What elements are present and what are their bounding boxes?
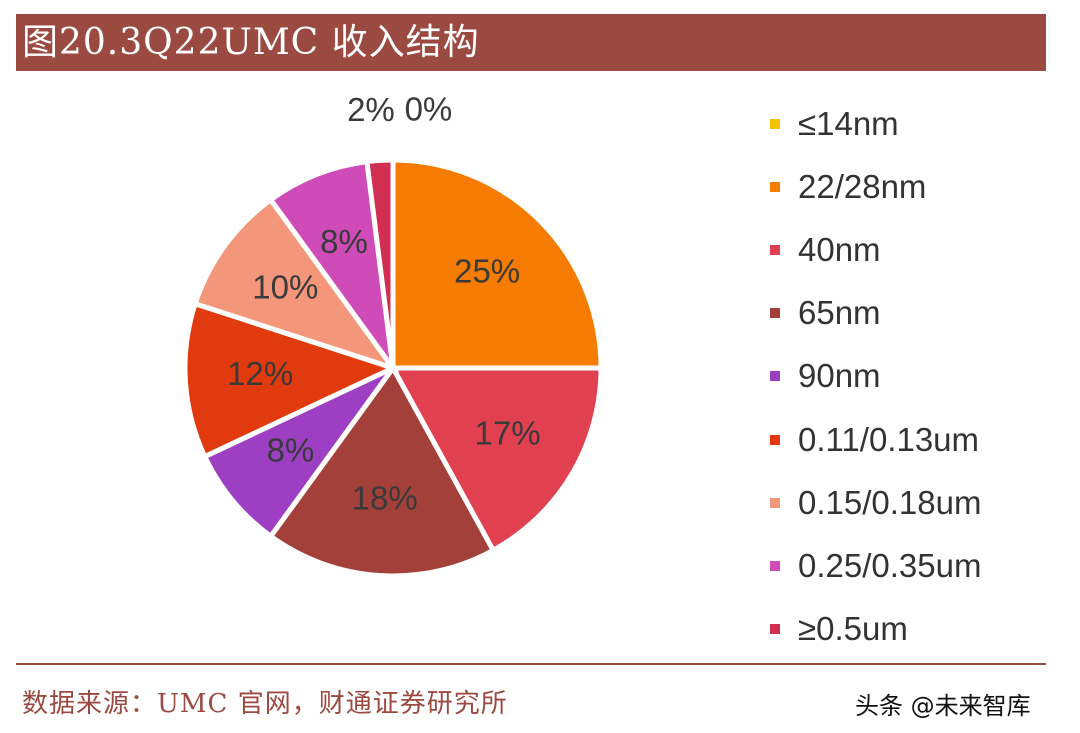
legend-item-90nm: 90nm	[770, 345, 981, 408]
legend-label: 40nm	[798, 230, 881, 268]
data-label-90nm: 8%	[267, 432, 315, 469]
pie-slice-0-5um	[364, 157, 396, 369]
legend-swatch	[770, 624, 780, 635]
pie-slice-22-28nm	[390, 157, 604, 371]
legend-label: ≤14nm	[798, 104, 899, 142]
data-label-22-28nm: 25%	[454, 253, 520, 290]
footer-divider	[16, 663, 1046, 665]
legend-swatch	[770, 497, 780, 508]
legend-item-0-5um: ≥0.5um	[770, 598, 981, 661]
watermark: 头条 @未来智库	[855, 692, 1031, 720]
legend-item-14nm: ≤14nm	[770, 92, 981, 155]
legend-label: 90nm	[798, 357, 881, 395]
legend: ≤14nm 22/28nm 40nm 65nm 90nm 0.11/0.13um 0.15/…	[770, 92, 981, 661]
legend-item-0-25-0-35um: 0.25/0.35um	[770, 534, 981, 597]
legend-item-65nm: 65nm	[770, 282, 981, 345]
legend-swatch	[770, 308, 780, 319]
data-label-0-15-0-18um: 10%	[252, 268, 318, 305]
legend-label: 22/28nm	[798, 167, 927, 205]
data-label-0-25-0-35um: 8%	[320, 223, 368, 260]
pie-slice-0-15-0-18um	[192, 196, 400, 373]
chart-title: 图20.3Q22UMC 收入结构	[16, 14, 1046, 71]
legend-item-40nm: 40nm	[770, 218, 981, 281]
legend-swatch	[770, 560, 780, 571]
legend-label: 65nm	[798, 294, 881, 332]
legend-swatch	[770, 181, 780, 192]
pie-slice-40nm	[388, 365, 604, 554]
legend-swatch	[770, 244, 780, 255]
pie-chart: 25%17%18%8%12%10%8%2% 0%	[182, 91, 604, 579]
legend-item-0-15-0-18um: 0.15/0.18um	[770, 471, 981, 534]
legend-swatch	[770, 371, 780, 382]
data-label-0-11-0-13um: 12%	[227, 355, 293, 392]
legend-item-22-28nm: 22/28nm	[770, 155, 981, 218]
legend-swatch	[770, 434, 780, 445]
data-label-40nm: 17%	[475, 414, 541, 451]
legend-label: ≥0.5um	[798, 610, 908, 648]
source-note: 数据来源：UMC 官网，财通证券研究所	[22, 689, 508, 719]
data-label-0-5um: 2%	[347, 91, 395, 128]
legend-item-0-11-0-13um: 0.11/0.13um	[770, 408, 981, 471]
legend-label: 0.11/0.13um	[798, 420, 980, 458]
legend-swatch	[770, 118, 780, 129]
data-label-65nm: 18%	[352, 480, 418, 517]
legend-label: 0.15/0.18um	[798, 483, 982, 521]
pie-slice-65nm	[267, 363, 497, 579]
pie-slice-0-11-0-13um	[182, 300, 400, 460]
legend-label: 0.25/0.35um	[798, 546, 982, 584]
data-label-14nm: 0%	[405, 91, 453, 128]
